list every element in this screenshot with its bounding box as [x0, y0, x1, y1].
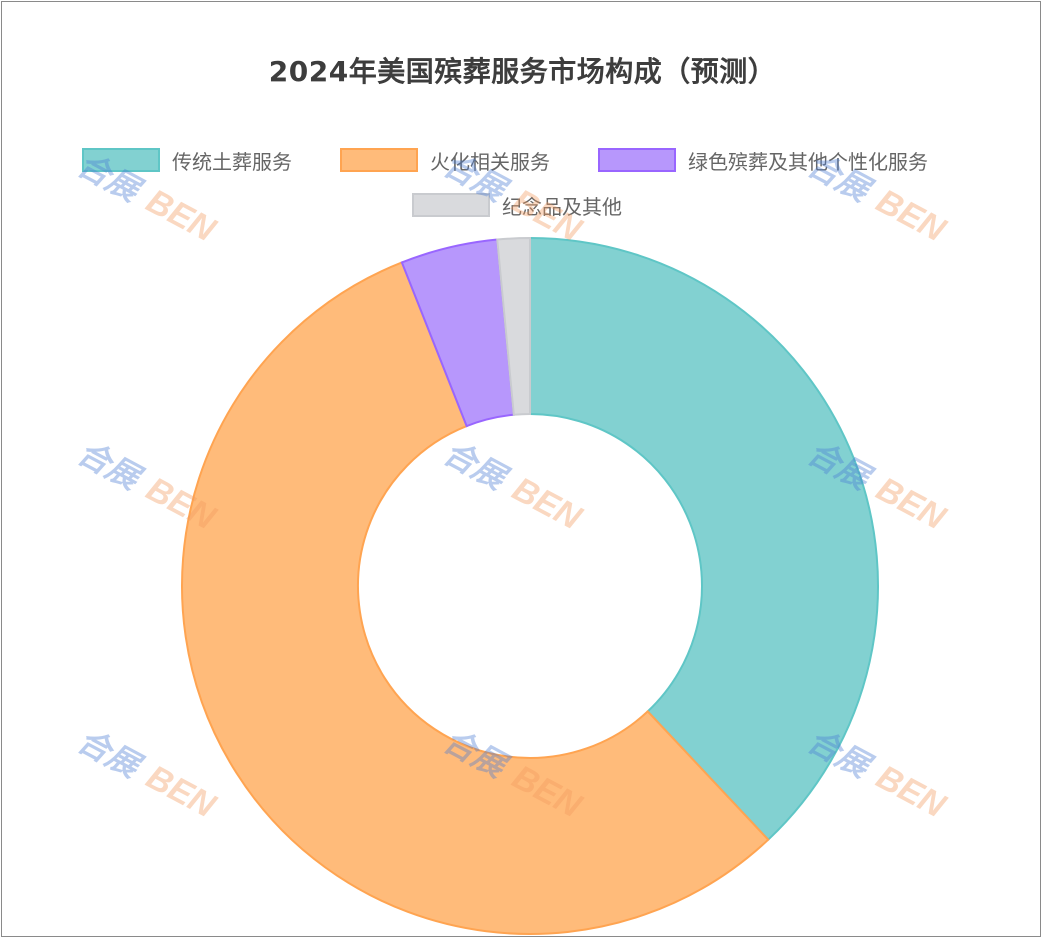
legend-label-cremation: 火化相关服务	[430, 149, 550, 174]
legend-label-traditional-burial: 传统土葬服务	[172, 149, 292, 174]
legend-item-memorials[interactable]: 纪念品及其他	[412, 191, 622, 219]
legend-label-green-funeral: 绿色殡葬及其他个性化服务	[688, 149, 928, 174]
slice-cremation[interactable]	[181, 261, 770, 936]
legend-swatch-memorials	[412, 193, 490, 217]
slice-traditional-burial[interactable]	[529, 236, 879, 842]
legend-label-memorials: 纪念品及其他	[502, 194, 622, 219]
chart-title: 2024年美国殡葬服务市场构成（预测）	[268, 55, 777, 88]
legend-swatch-traditional-burial	[82, 148, 160, 172]
legend-swatch-cremation	[340, 148, 418, 172]
legend-item-green-funeral[interactable]: 绿色殡葬及其他个性化服务	[598, 146, 928, 174]
legend-swatch-green-funeral	[598, 148, 676, 172]
legend-item-cremation[interactable]: 火化相关服务	[340, 146, 550, 174]
slice-memorials[interactable]	[496, 236, 531, 416]
legend-item-traditional-burial[interactable]: 传统土葬服务	[82, 146, 292, 174]
